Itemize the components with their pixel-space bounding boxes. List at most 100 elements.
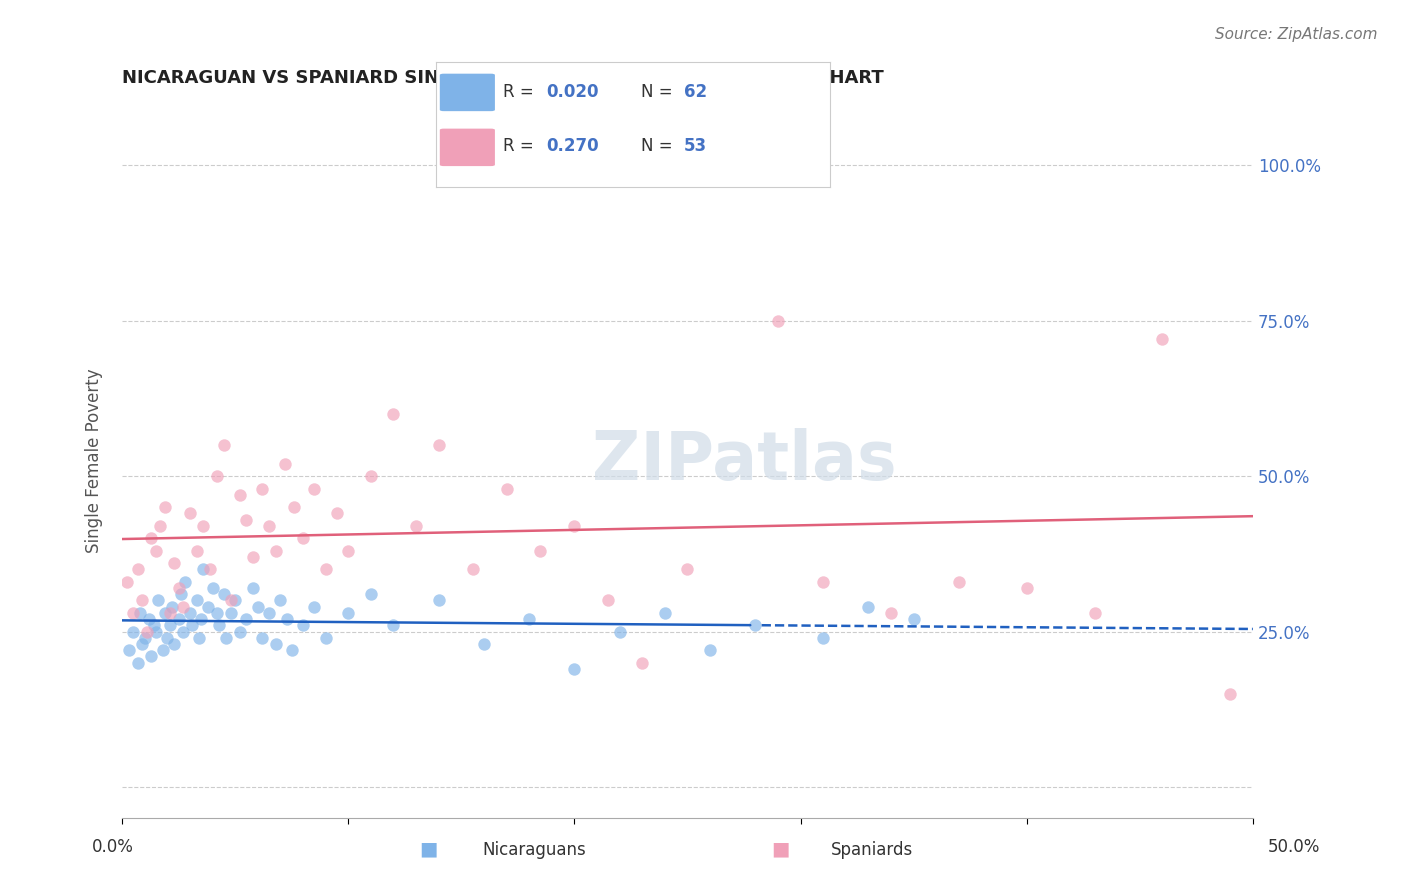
Point [1083,606,1105,620]
Point [242,549,264,564]
Point [242,581,264,595]
Point [337,543,360,558]
Point [564,519,586,533]
Point [127,656,149,670]
Point [427,593,450,607]
Point [212,438,235,452]
Point [141,649,163,664]
Point [472,637,495,651]
Point [145,624,167,639]
Point [699,643,721,657]
Point [205,606,228,620]
Point [461,562,484,576]
Point [167,581,190,595]
Point [609,624,631,639]
Point [172,599,194,614]
Point [1015,581,1038,595]
Point [193,562,215,576]
Point [257,519,280,533]
Point [170,587,193,601]
Point [405,519,427,533]
Point [142,618,165,632]
Point [148,593,170,607]
Point [136,624,159,639]
Point [360,587,382,601]
Point [903,612,925,626]
Point [141,531,163,545]
Text: 62: 62 [683,84,707,102]
Point [115,574,138,589]
Text: N =: N = [641,84,678,102]
Point [495,482,517,496]
Point [252,482,274,496]
Point [228,624,250,639]
Point [382,407,405,421]
Point [858,599,880,614]
Point [127,562,149,576]
Text: 0.020: 0.020 [546,84,599,102]
Point [228,488,250,502]
Point [766,314,789,328]
Point [811,574,834,589]
Text: R =: R = [503,84,538,102]
Point [721,159,744,173]
Text: Source: ZipAtlas.com: Source: ZipAtlas.com [1215,27,1378,42]
Point [1219,687,1241,701]
Text: N =: N = [641,137,678,155]
Point [264,637,287,651]
Point [122,606,145,620]
FancyBboxPatch shape [440,128,495,166]
Point [427,438,450,452]
Point [134,631,156,645]
Point [291,531,314,545]
Point [200,562,222,576]
Point [264,543,287,558]
Point [224,593,246,607]
Text: R =: R = [503,137,538,155]
Point [257,606,280,620]
Point [326,507,349,521]
Point [744,618,766,632]
Text: 0.270: 0.270 [546,137,599,155]
Text: 53: 53 [683,137,707,155]
Point [160,599,183,614]
Point [219,593,242,607]
Point [948,574,970,589]
Point [880,606,903,620]
Point [122,624,145,639]
Point [360,469,382,483]
Point [159,606,181,620]
Point [219,606,242,620]
Point [315,562,337,576]
Point [252,631,274,645]
Text: NICARAGUAN VS SPANIARD SINGLE FEMALE POVERTY CORRELATION CHART: NICARAGUAN VS SPANIARD SINGLE FEMALE POV… [122,69,884,87]
Point [179,507,201,521]
Point [517,612,540,626]
Point [201,581,224,595]
Point [1152,333,1174,347]
Point [208,618,231,632]
Point [291,618,314,632]
Point [304,599,326,614]
Text: 0.0%: 0.0% [91,838,134,855]
Point [163,637,186,651]
Point [129,606,152,620]
Point [212,587,235,601]
Point [654,606,676,620]
Point [235,612,257,626]
Text: 50.0%: 50.0% [1267,838,1320,855]
Point [235,513,257,527]
Point [159,618,181,632]
Point [276,612,298,626]
Point [131,637,153,651]
Point [153,606,176,620]
Point [190,612,212,626]
Point [193,519,215,533]
Point [181,618,204,632]
Point [269,593,291,607]
Point [172,624,194,639]
Point [246,599,269,614]
Point [156,631,179,645]
Point [152,643,174,657]
Text: ■: ■ [770,839,790,858]
